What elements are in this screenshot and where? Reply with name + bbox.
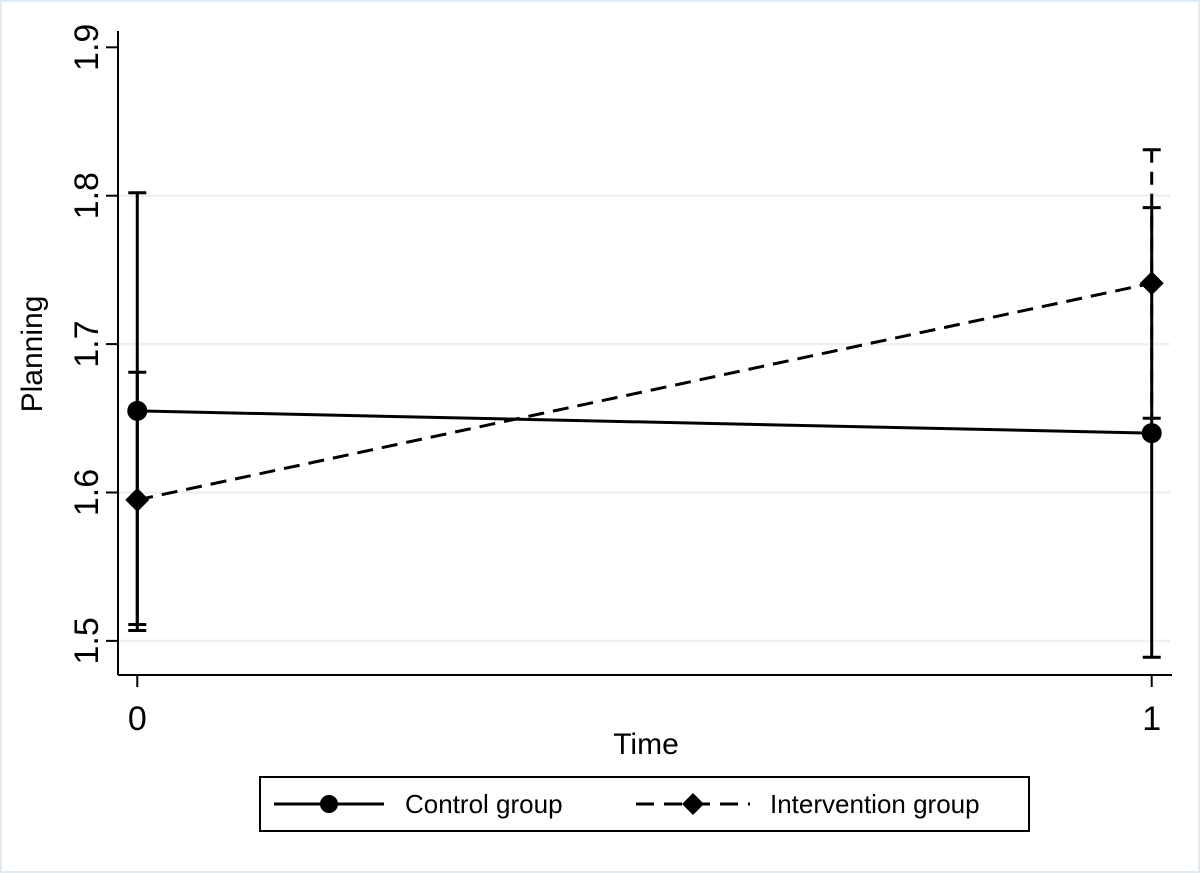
legend-label-intervention: Intervention group xyxy=(770,789,980,819)
series-line-control xyxy=(137,409,1152,435)
x-tick-label: 0 xyxy=(128,700,147,738)
x-tick-label: 1 xyxy=(1142,700,1161,738)
x-axis-title: Time xyxy=(613,728,679,761)
y-tick-label: 1.7 xyxy=(68,320,106,367)
legend-label-control: Control group xyxy=(405,789,563,819)
y-tick-label: 1.6 xyxy=(68,469,106,516)
circle-marker xyxy=(127,400,148,421)
series-line-intervention xyxy=(136,281,1153,502)
legend-diamond-marker-icon xyxy=(682,793,704,815)
legend-circle-marker-icon xyxy=(320,795,338,813)
diamond-marker xyxy=(1139,271,1164,296)
legend: Control group Intervention group xyxy=(259,776,1030,832)
y-axis-title: Planning xyxy=(16,296,49,413)
y-tick-label: 1.5 xyxy=(68,617,106,664)
diamond-marker xyxy=(125,487,150,512)
legend-entry-control: Control group xyxy=(274,789,563,819)
circle-marker xyxy=(1141,423,1162,444)
plot-area: 1.5 1.6 1.7 1.8 1.9 0 1 xyxy=(68,24,1172,738)
y-tick-label: 1.9 xyxy=(68,24,106,71)
y-tick-label: 1.8 xyxy=(68,172,106,219)
legend-entry-intervention: Intervention group xyxy=(636,789,980,819)
